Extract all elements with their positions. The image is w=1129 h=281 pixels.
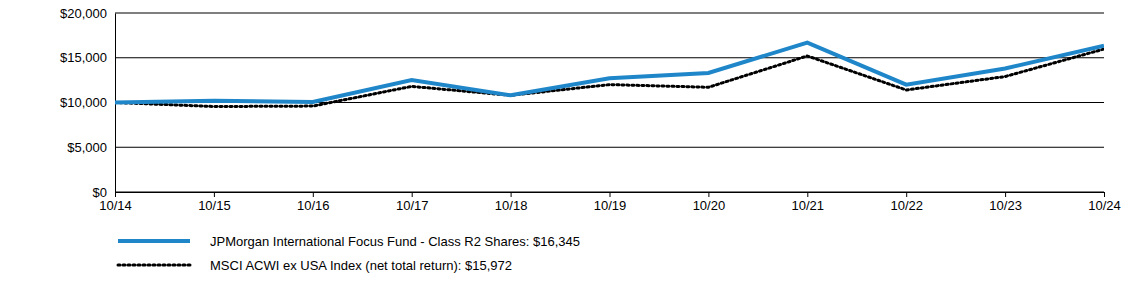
x-tick: 10/15 (198, 192, 231, 213)
x-tick-label: 10/18 (495, 198, 528, 213)
legend-label: MSCI ACWI ex USA Index (net total return… (210, 258, 512, 273)
x-tick-label: 10/23 (989, 198, 1022, 213)
x-tick: 10/22 (890, 192, 923, 213)
legend-swatch (118, 264, 190, 267)
x-tick: 10/20 (693, 192, 726, 213)
x-tick-mark (412, 192, 413, 197)
x-tick: 10/17 (396, 192, 429, 213)
y-tick-label: $20,000 (60, 6, 107, 21)
legend: JPMorgan International Focus Fund - Clas… (118, 234, 580, 273)
x-tick-label: 10/14 (99, 198, 132, 213)
x-tick-mark (115, 192, 116, 197)
x-tick: 10/19 (594, 192, 627, 213)
x-tick-mark (807, 192, 808, 197)
x-tick: 10/24 (1088, 192, 1121, 213)
y-tick-label: $10,000 (60, 95, 107, 110)
x-tick-mark (313, 192, 314, 197)
x-axis-line (116, 193, 1105, 198)
x-tick-mark (214, 192, 215, 197)
y-tick: $5,000 (67, 140, 115, 155)
x-tick: 10/16 (297, 192, 330, 213)
x-tick-mark (511, 192, 512, 197)
y-tick-label: $5,000 (67, 140, 107, 155)
x-tick-label: 10/21 (792, 198, 825, 213)
y-tick-label: $15,000 (60, 50, 107, 65)
legend-label: JPMorgan International Focus Fund - Clas… (210, 234, 580, 249)
series-line (115, 43, 1104, 103)
y-tick: $20,000 (60, 6, 115, 21)
x-tick-mark (610, 192, 611, 197)
chart: $0$5,000$10,000$15,000$20,00010/1410/151… (0, 0, 1129, 281)
y-axis: $0$5,000$10,000$15,000$20,000 (60, 6, 116, 200)
x-tick-mark (708, 192, 709, 197)
x-tick-label: 10/15 (198, 198, 231, 213)
x-tick-label: 10/20 (693, 198, 726, 213)
x-tick-label: 10/17 (396, 198, 429, 213)
x-tick: 10/14 (99, 192, 132, 213)
x-axis: 10/14 10/15 10/16 10/17 10/18 10/19 10/20 10/21… (99, 192, 1121, 213)
x-tick-mark (1005, 192, 1006, 197)
x-tick-label: 10/19 (594, 198, 627, 213)
x-tick-label: 10/24 (1088, 198, 1121, 213)
x-tick-label: 10/16 (297, 198, 330, 213)
y-tick: $10,000 (60, 95, 115, 110)
x-tick-mark (906, 192, 907, 197)
y-tick: $15,000 (60, 50, 115, 65)
plot-area (115, 43, 1104, 107)
grid-line (115, 13, 1104, 14)
x-tick: 10/21 (792, 192, 825, 213)
x-tick: 10/23 (989, 192, 1022, 213)
grid-line (115, 57, 1104, 58)
x-tick-mark (1104, 192, 1105, 197)
grid (115, 13, 1104, 192)
x-tick: 10/18 (495, 192, 528, 213)
x-tick-label: 10/22 (890, 198, 923, 213)
grid-line (115, 147, 1104, 148)
legend-swatch (118, 239, 190, 243)
